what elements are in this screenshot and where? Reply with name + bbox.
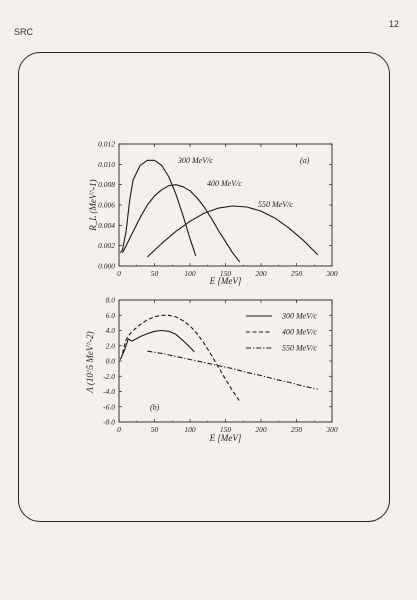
figure-frame	[18, 52, 390, 522]
x-tick-label: 200	[255, 425, 267, 434]
y-tick-label: 4.0	[106, 326, 116, 335]
y-axis-title: R_L (MeV^-1)	[88, 179, 98, 231]
panel-label: (a)	[300, 156, 310, 165]
x-axis-title: E [MeV]	[209, 433, 242, 443]
series-line-1-2	[122, 184, 241, 263]
y-tick-label: 0.012	[98, 140, 115, 149]
x-tick-label: 100	[184, 269, 196, 278]
series-line-1-3	[147, 205, 319, 258]
y-axis-title: Λ (10^5 MeV^-2)	[85, 331, 95, 393]
y-tick-label: -2.0	[103, 372, 115, 381]
x-tick-label: 0	[117, 425, 121, 434]
y-tick-label: 0.010	[98, 160, 115, 169]
y-tick-label: 0.006	[98, 201, 115, 210]
y-tick-label: 6.0	[106, 311, 116, 320]
y-tick-label: -6.0	[103, 402, 115, 411]
x-tick-label: 50	[151, 425, 159, 434]
x-axis-title: E [MeV]	[209, 276, 242, 286]
curve-label: 550 MeV/c	[258, 200, 293, 209]
legend-label: 300 MeV/c	[281, 312, 317, 321]
x-tick-label: 100	[184, 425, 196, 434]
header-left-label: SRC	[14, 27, 34, 37]
y-tick-label: 0.0	[106, 357, 116, 366]
x-tick-label: 50	[151, 269, 159, 278]
panel-label: (b)	[150, 403, 160, 412]
x-tick-label: 300	[325, 425, 338, 434]
y-tick-label: 0.000	[98, 262, 115, 271]
series-line-2-3	[147, 350, 318, 390]
x-tick-label: 150	[220, 269, 232, 278]
x-tick-label: 300	[325, 269, 338, 278]
x-tick-label: 250	[291, 269, 303, 278]
y-tick-label: 0.004	[98, 221, 115, 230]
y-tick-label: 0.002	[98, 241, 115, 250]
y-tick-label: -4.0	[103, 387, 115, 396]
x-tick-label: 0	[117, 269, 121, 278]
curve-label: 300 MeV/c	[177, 156, 213, 165]
x-tick-label: 200	[255, 269, 267, 278]
x-tick-label: 250	[291, 425, 303, 434]
legend-label: 550 MeV/c	[282, 344, 317, 353]
y-tick-label: 0.008	[98, 180, 115, 189]
page-number: 12	[389, 19, 400, 29]
series-line-2-2	[121, 314, 241, 402]
x-tick-label: 150	[220, 425, 232, 434]
curve-label: 400 MeV/c	[207, 179, 242, 188]
y-tick-label: -8.0	[103, 418, 115, 427]
legend-label: 400 MeV/c	[282, 328, 317, 337]
series-line-1-1	[119, 159, 197, 256]
y-tick-label: 8.0	[106, 296, 116, 305]
y-tick-label: 2.0	[106, 341, 116, 350]
series-line-2-1	[119, 329, 195, 360]
